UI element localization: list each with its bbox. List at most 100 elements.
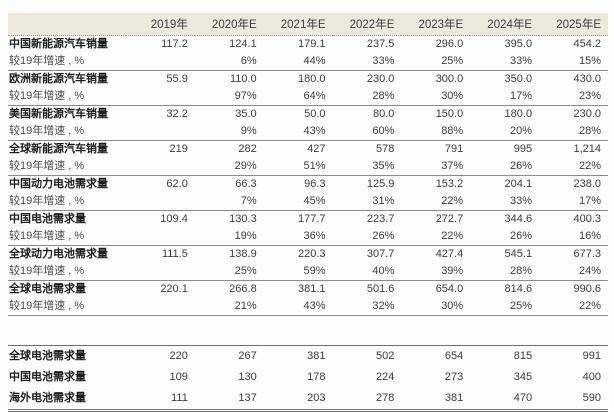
cell-value: 96.3	[304, 178, 326, 190]
forecast-table: 2019年 2020年E 2021年E 2022年E 2023年E 2024年E 2025年…	[8, 13, 608, 316]
cell-value: 50.0	[304, 108, 326, 120]
cell-value: 307.7	[366, 248, 395, 260]
cell-value: 273	[444, 371, 464, 383]
cell-value: 296.0	[435, 38, 464, 50]
cell-value	[126, 263, 195, 281]
cell-value: 25%	[401, 53, 471, 71]
cell-value: 43%	[263, 123, 333, 141]
cell-value: 44%	[263, 53, 333, 71]
cell-value: 278	[332, 388, 402, 412]
data-row: 中国电池需求量 109.4 130.3 177.7 223.7 272.7 344.6 400…	[8, 211, 608, 229]
cell-value: 29%	[194, 158, 264, 176]
cell-value	[126, 298, 195, 316]
cell-value: 17%	[470, 88, 540, 106]
cell-value: 30%	[401, 298, 471, 316]
cell-value: 220.3	[298, 248, 326, 260]
column-header: 2023年E	[401, 13, 471, 36]
growth-row: 较19年增速 , % 6% 44% 33% 25% 33% 15%	[8, 53, 608, 71]
cell-value: 220.1	[160, 283, 188, 295]
cell-value: 238.0	[573, 178, 601, 190]
cell-value: 97%	[194, 88, 264, 106]
cell-value: 590	[539, 388, 608, 412]
cell-value: 31%	[332, 193, 402, 211]
cell-value: 124.1	[229, 38, 257, 50]
cell-value: 223.7	[366, 213, 395, 225]
cell-value: 19%	[194, 228, 264, 246]
cell-value: 677.3	[573, 248, 601, 260]
cell-value	[126, 53, 195, 71]
cell-value: 20%	[470, 123, 540, 141]
cell-value: 59%	[263, 263, 333, 281]
cell-value: 35.0	[235, 108, 257, 120]
cell-value: 32.2	[166, 108, 188, 120]
cell-value: 470	[470, 388, 540, 412]
column-header: 2025年E	[539, 13, 608, 36]
cell-value: 203	[263, 388, 333, 412]
cell-value: 1,214	[573, 143, 601, 155]
cell-value: 266.8	[229, 283, 257, 295]
cell-value: 815	[513, 350, 533, 362]
cell-value: 26%	[332, 228, 402, 246]
header-empty-cell	[8, 13, 126, 36]
row-label: 美国新能源汽车销量	[9, 108, 108, 120]
data-row: 美国新能源汽车销量 32.2 35.0 50.0 80.0 150.0 180.0 230.0	[8, 106, 608, 124]
cell-value: 345	[513, 371, 533, 383]
row-label: 中国电池需求量	[9, 371, 86, 383]
cell-value: 272.7	[435, 213, 464, 225]
cell-value: 180.0	[298, 73, 326, 85]
cell-value: 33%	[470, 53, 540, 71]
cell-value: 138.9	[229, 248, 257, 260]
row-label: 较19年增速 , %	[8, 298, 126, 316]
cell-value: 45%	[263, 193, 333, 211]
cell-value: 43%	[263, 298, 333, 316]
cell-value: 224	[376, 371, 395, 383]
growth-row: 较19年增速 , % 7% 45% 31% 22% 33% 17%	[8, 193, 608, 211]
cell-value: 109	[169, 371, 188, 383]
cell-value: 137	[194, 388, 264, 412]
summary-row: 海外电池需求量 111 137 203 278 381 470 590	[8, 388, 608, 412]
cell-value: 395.0	[504, 38, 533, 50]
summary-row: 中国电池需求量 109 130 178 224 273 345 400	[8, 367, 608, 388]
cell-value: 300.0	[435, 73, 464, 85]
cell-value: 22%	[539, 298, 608, 316]
cell-value	[126, 158, 195, 176]
cell-value: 502	[376, 350, 395, 362]
cell-value: 22%	[401, 228, 471, 246]
cell-value: 28%	[470, 263, 540, 281]
cell-value: 150.0	[435, 108, 464, 120]
cell-value: 39%	[401, 263, 471, 281]
cell-value: 430.0	[573, 73, 601, 85]
summary-row: 全球电池需求量 220 267 381 502 654 815 991	[8, 346, 608, 368]
cell-value: 15%	[539, 53, 608, 71]
row-label: 全球电池需求量	[9, 350, 86, 362]
cell-value: 21%	[194, 298, 264, 316]
cell-value: 427	[307, 143, 326, 155]
cell-value: 111.5	[161, 248, 188, 260]
row-label: 较19年增速 , %	[8, 228, 126, 246]
row-label: 较19年增速 , %	[8, 158, 126, 176]
cell-value: 33%	[470, 193, 540, 211]
cell-value: 178	[307, 371, 326, 383]
data-row: 全球电池需求量 220.1 266.8 381.1 501.6 654.0 814.6 990…	[8, 281, 608, 299]
cell-value: 33%	[332, 53, 402, 71]
cell-value: 791	[444, 143, 464, 155]
cell-value: 30%	[401, 88, 471, 106]
cell-value: 545.1	[504, 248, 533, 260]
cell-value: 991	[582, 350, 601, 362]
cell-value: 111	[126, 388, 195, 412]
cell-value: 400	[582, 371, 601, 383]
cell-value: 66.3	[235, 178, 257, 190]
cell-value: 7%	[194, 193, 264, 211]
cell-value: 267	[238, 350, 257, 362]
cell-value: 282	[238, 143, 257, 155]
cell-value	[126, 228, 195, 246]
cell-value: 400.3	[573, 213, 601, 225]
cell-value: 130.3	[229, 213, 257, 225]
cell-value: 22%	[401, 193, 471, 211]
cell-value: 64%	[263, 88, 333, 106]
cell-value: 814.6	[504, 283, 533, 295]
cell-value: 26%	[470, 228, 540, 246]
cell-value: 578	[376, 143, 395, 155]
cell-value: 28%	[332, 88, 402, 106]
